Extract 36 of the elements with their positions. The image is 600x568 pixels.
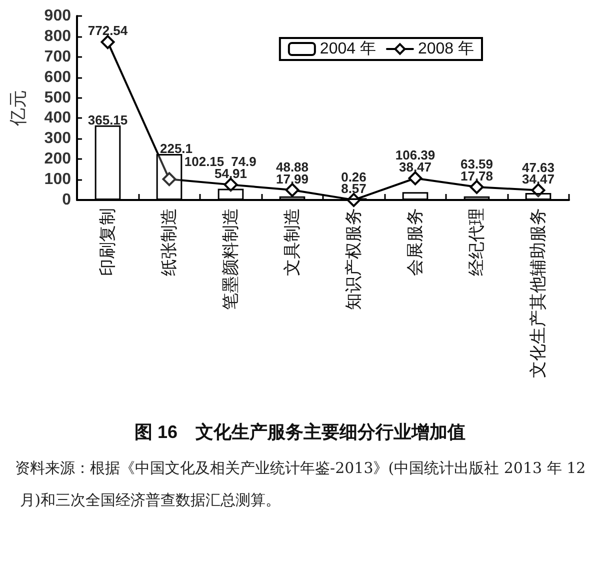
y-tick-label: 800 (44, 28, 72, 45)
data-label: 225.1 (160, 140, 193, 156)
y-tick-label: 400 (44, 110, 72, 127)
y-tick-label: 600 (44, 68, 72, 86)
x-tick-label: 印刷复制 (98, 208, 118, 276)
text: 资料来源：根据《中国文化及相关产业统计年鉴-2013》(中国统计出版社 2013 年 12 月)和三次全国经济普查数据汇总测算。 (15, 459, 586, 509)
bar (94, 125, 121, 200)
x-tick-label: 会展服务 (405, 208, 426, 276)
x-tick-label: 纸张制造 (159, 208, 180, 276)
x-tick-label: 知识产权服务 (344, 208, 364, 310)
point (470, 180, 484, 194)
x-tick-label: 笔墨颜料制造 (220, 208, 241, 310)
y-tick-label: 900 (44, 8, 72, 24)
y-tick-label: 700 (44, 48, 72, 66)
point (408, 171, 422, 186)
bar (156, 154, 182, 200)
point (100, 35, 115, 50)
text: 图 16 文化生产服务主要细分行业增加值 (134, 422, 466, 442)
legend-label: 2004 年 (320, 40, 376, 58)
data-label: 772.54 (88, 23, 128, 38)
bar (402, 192, 428, 200)
y-tick-label: 100 (44, 171, 72, 188)
point (531, 183, 546, 198)
x-tick-label: 文化生产其他辅助服务 (528, 208, 548, 378)
y-tick-label: 500 (44, 89, 72, 106)
point (224, 178, 238, 192)
y-axis-title: 亿元 (8, 90, 28, 127)
point (285, 183, 300, 198)
x-tick-label: 文具制造 (282, 208, 302, 276)
y-tick-label: 0 (62, 192, 72, 208)
point (346, 192, 361, 207)
y-tick-label: 300 (44, 130, 72, 148)
y-tick-label: 200 (44, 150, 72, 168)
x-tick-label: 经纪代理 (466, 208, 487, 276)
data-label: 365.15 (88, 112, 128, 128)
legend-label: 2008 年 (418, 40, 474, 58)
